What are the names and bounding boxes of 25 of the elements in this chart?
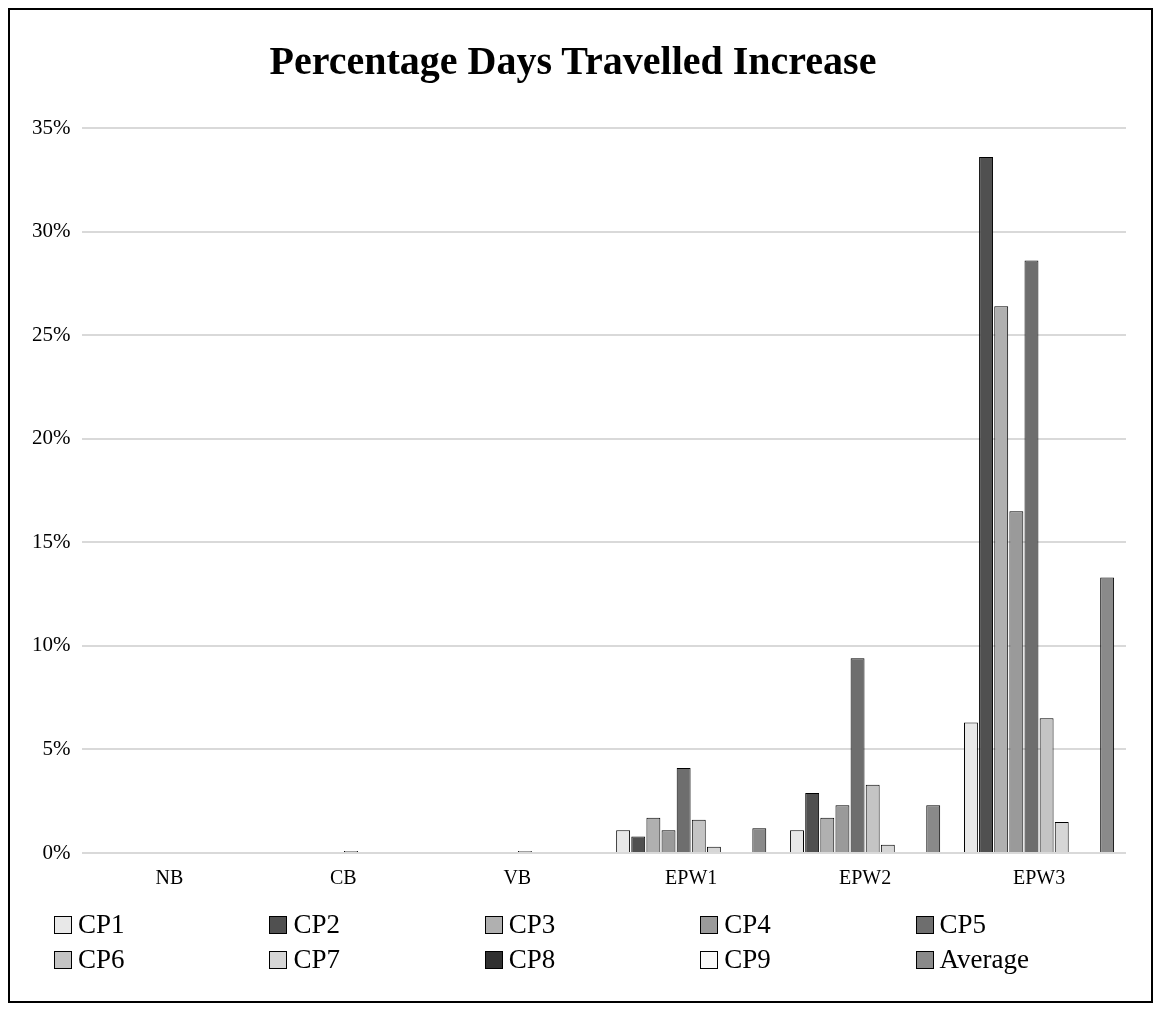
- legend-label: CP7: [293, 944, 340, 975]
- legend-label: CP9: [724, 944, 771, 975]
- y-tick-label: 25%: [31, 321, 71, 346]
- x-tick-label: EPW1: [665, 866, 718, 889]
- x-tick-label: CB: [330, 866, 357, 889]
- x-tick-label: EPW3: [1012, 866, 1066, 889]
- y-tick-label: 0%: [42, 839, 71, 864]
- y-tick-label: 15%: [31, 528, 71, 553]
- legend-label: CP3: [508, 909, 556, 940]
- legend-label: CP6: [78, 944, 125, 975]
- y-tick-label: 35%: [31, 114, 71, 139]
- legend-label: CP4: [724, 909, 771, 940]
- legend-label: Average: [939, 944, 1030, 975]
- y-tick-label: 20%: [31, 425, 71, 450]
- x-tick-label: VB: [503, 866, 532, 889]
- y-tick-label: 10%: [31, 632, 71, 657]
- legend-label: CP2: [293, 909, 340, 940]
- y-tick-label: 5%: [42, 735, 71, 760]
- chart-title: Percentage Days Travelled Increase: [269, 38, 877, 84]
- legend-label: CP1: [78, 909, 125, 940]
- x-tick-label: EPW2: [839, 866, 892, 889]
- y-tick-label: 30%: [31, 218, 71, 243]
- legend-label: CP5: [939, 909, 987, 940]
- legend-label: CP8: [508, 944, 556, 975]
- x-tick-label: NB: [155, 866, 184, 889]
